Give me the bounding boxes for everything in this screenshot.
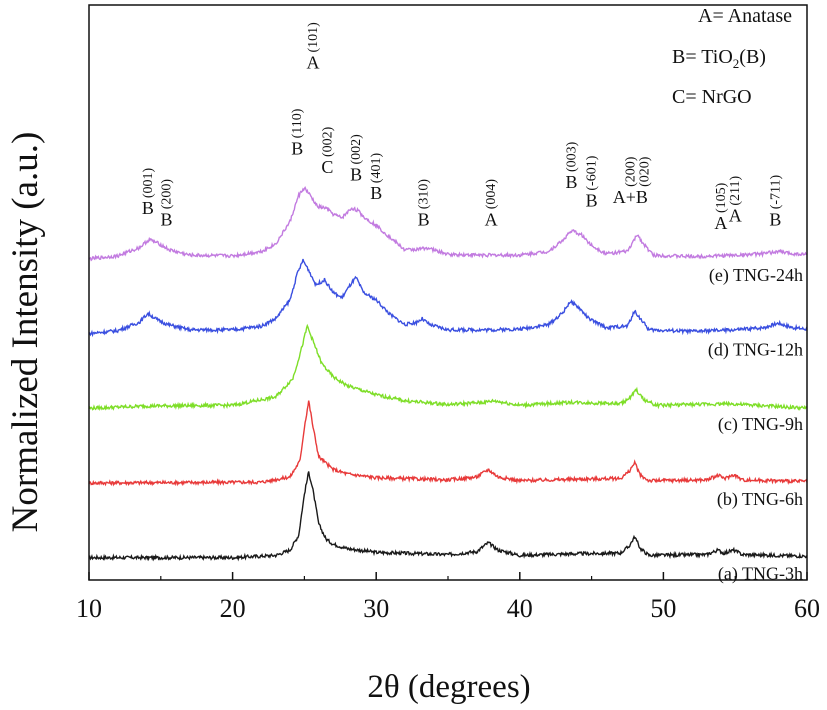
- peak-phase: C: [321, 157, 333, 177]
- series-label: (d) TNG-12h: [708, 340, 803, 361]
- peak-phase: A: [485, 209, 498, 229]
- peak-phase: B: [291, 138, 303, 158]
- peak-label: (020): [638, 156, 653, 187]
- series-line: [88, 323, 808, 411]
- peak-label: B(401): [369, 153, 384, 204]
- series-label: (a) TNG-3h: [718, 564, 803, 585]
- peak-phase: A: [714, 213, 727, 233]
- peak-label: B(110): [290, 108, 305, 158]
- peak-hkl: (101): [306, 22, 321, 53]
- peak-label: A(004): [484, 179, 499, 230]
- series-line: [88, 400, 808, 487]
- x-tick-label: 50: [650, 594, 676, 623]
- peak-phase: B: [350, 164, 362, 184]
- series-label: (e) TNG-24h: [709, 265, 803, 286]
- peak-label: B(001): [141, 167, 156, 218]
- peak-label: A(105): [714, 182, 729, 233]
- x-axis: 10 20 30 40 50 60: [76, 572, 820, 623]
- peak-hkl: (-711): [768, 174, 783, 209]
- peak-label: B(002): [349, 134, 364, 185]
- peak-label: C(002): [320, 126, 335, 177]
- peak-labels: B(001)B(200)B(110)A(101)C(002)B(002)B(40…: [141, 22, 784, 233]
- peak-label: B(200): [160, 179, 175, 230]
- peak-hkl: (200): [160, 179, 175, 210]
- legend-anatase: A= Anatase: [698, 5, 792, 27]
- series-label: (c) TNG-9h: [718, 414, 803, 435]
- series-line: [88, 258, 808, 338]
- series-labels: (a) TNG-3h (b) TNG-6h (c) TNG-9h (d) TNG-12…: [708, 265, 803, 585]
- peak-phase: B: [142, 198, 154, 218]
- x-tick-label: 10: [76, 594, 102, 623]
- x-tick-label: 60: [794, 594, 820, 623]
- peak-hkl: (200): [623, 156, 638, 187]
- peak-label: B(310): [417, 179, 432, 230]
- peak-hkl: (002): [349, 134, 364, 165]
- peak-hkl: (105): [714, 182, 729, 213]
- x-tick-label: 40: [507, 594, 533, 623]
- peak-hkl: (-601): [585, 155, 600, 190]
- x-tick-label: 30: [363, 594, 389, 623]
- peak-label: B(-601): [585, 155, 600, 210]
- peak-hkl: (002): [320, 126, 335, 157]
- peak-hkl: (211): [728, 175, 743, 205]
- peak-phase: A+B: [613, 187, 648, 207]
- peak-phase: B: [418, 209, 430, 229]
- peak-hkl: (001): [141, 167, 156, 198]
- peak-phase: B: [161, 209, 173, 229]
- peak-label: A+B(200): [613, 156, 648, 207]
- peak-phase: B: [370, 183, 382, 203]
- peak-label: B(-711): [768, 174, 783, 229]
- y-axis-label: Normalized Intensity (a.u.): [5, 132, 46, 533]
- peak-phase: A: [307, 52, 320, 72]
- legend-nrgo: C= NrGO: [672, 86, 752, 108]
- peak-hkl: (310): [417, 179, 432, 210]
- peak-hkl: (020): [638, 156, 653, 187]
- peak-label: B(003): [565, 141, 580, 192]
- legend: A= Anatase B= TiO2(B) C= NrGO: [672, 5, 792, 108]
- series-layer: [88, 185, 808, 562]
- peak-phase: B: [769, 209, 781, 229]
- x-axis-label: 2θ (degrees): [367, 669, 530, 705]
- peak-phase: B: [586, 191, 598, 211]
- peak-hkl: (110): [290, 108, 305, 138]
- series-label: (b) TNG-6h: [717, 489, 803, 510]
- peak-hkl: (401): [369, 153, 384, 184]
- peak-label: A(101): [306, 22, 321, 73]
- series-line: [88, 471, 808, 562]
- peak-hkl: (004): [484, 179, 499, 210]
- peak-phase: B: [565, 172, 577, 192]
- x-tick-label: 20: [220, 594, 246, 623]
- peak-hkl: (003): [565, 141, 580, 172]
- series-line: [88, 185, 808, 262]
- legend-tio2b: B= TiO2(B): [672, 46, 766, 71]
- peak-phase: A: [729, 206, 742, 226]
- peak-label: A(211): [728, 175, 743, 225]
